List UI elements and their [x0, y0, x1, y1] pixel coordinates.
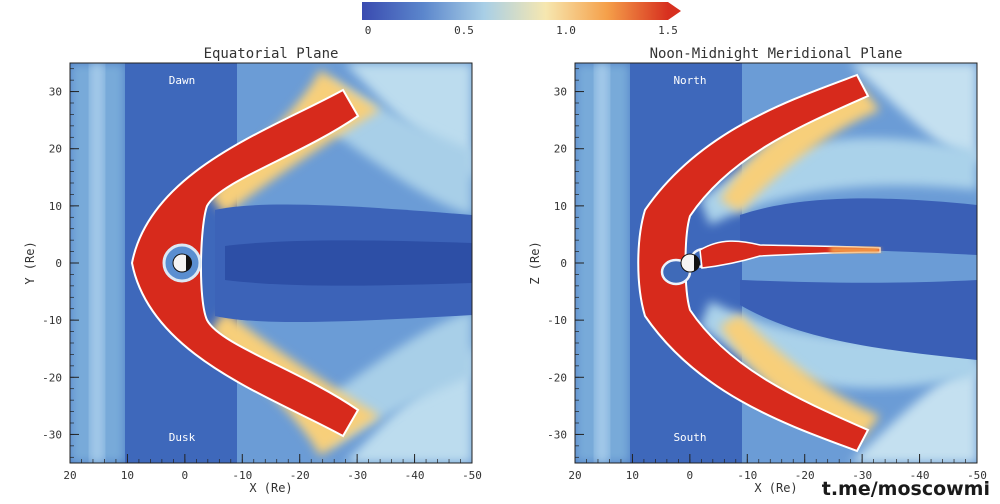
y-tick-label: 30 — [49, 86, 62, 99]
colorbar-arrow — [668, 2, 681, 20]
x-tick-label: 20 — [568, 469, 581, 482]
x-tick-label: -30 — [347, 469, 367, 482]
y-tick-label: 30 — [554, 86, 567, 99]
annotation-south: South — [673, 431, 706, 444]
x-tick-label: -50 — [967, 469, 987, 482]
x-tick-label: -30 — [852, 469, 872, 482]
x-tick-label: 10 — [626, 469, 639, 482]
y-tick-label: -10 — [42, 314, 62, 327]
x-axis-label: X (Re) — [249, 481, 292, 495]
y-tick-label: -30 — [547, 428, 567, 441]
x-tick-label: -40 — [910, 469, 930, 482]
y-axis-label: Y (Re) — [23, 241, 37, 284]
chart-title: Equatorial Plane — [204, 46, 339, 62]
y-tick-label: -20 — [547, 371, 567, 384]
colorbar-tick-label: 1.0 — [556, 24, 576, 37]
meridional-plane-panel: Noon-Midnight Meridional Plane — [528, 46, 987, 495]
bow-shock-region — [637, 73, 870, 453]
x-tick-label: -50 — [462, 469, 482, 482]
colorbar: 0 0.5 1.0 1.5 — [362, 2, 681, 37]
heatmap-field — [575, 63, 977, 463]
x-tick-label: 10 — [121, 469, 134, 482]
chart-title: Noon-Midnight Meridional Plane — [650, 46, 903, 62]
annotation-north: North — [673, 74, 706, 87]
colorbar-tick-label: 1.5 — [658, 24, 678, 37]
y-axis-label: Z (Re) — [528, 241, 542, 284]
annotation-dusk: Dusk — [169, 431, 196, 444]
y-tick-label: -20 — [42, 371, 62, 384]
x-axis-label: X (Re) — [754, 481, 797, 495]
y-tick-label: 0 — [560, 257, 567, 270]
y-tick-label: 10 — [49, 200, 62, 213]
equatorial-plane-panel: Equatorial Plane Dawn D — [23, 46, 482, 495]
y-tick-label: 20 — [554, 143, 567, 156]
heatmap-field — [70, 63, 472, 463]
x-tick-label: -10 — [737, 469, 757, 482]
x-tick-label: -20 — [290, 469, 310, 482]
y-tick-label: 0 — [55, 257, 62, 270]
colorbar-tick-label: 0 — [365, 24, 372, 37]
y-tick-label: -30 — [42, 428, 62, 441]
colorbar-gradient — [362, 2, 668, 20]
y-tick-label: 20 — [49, 143, 62, 156]
x-tick-label: 0 — [687, 469, 694, 482]
y-tick-label: 10 — [554, 200, 567, 213]
x-tick-label: 0 — [182, 469, 189, 482]
x-tick-label: 20 — [63, 469, 76, 482]
y-tick-label: -10 — [547, 314, 567, 327]
colorbar-tick-label: 0.5 — [454, 24, 474, 37]
watermark-text: t.me/moscowmi — [821, 478, 990, 500]
x-tick-label: -10 — [232, 469, 252, 482]
x-tick-label: -20 — [795, 469, 815, 482]
x-tick-label: -40 — [405, 469, 425, 482]
annotation-dawn: Dawn — [169, 74, 196, 87]
